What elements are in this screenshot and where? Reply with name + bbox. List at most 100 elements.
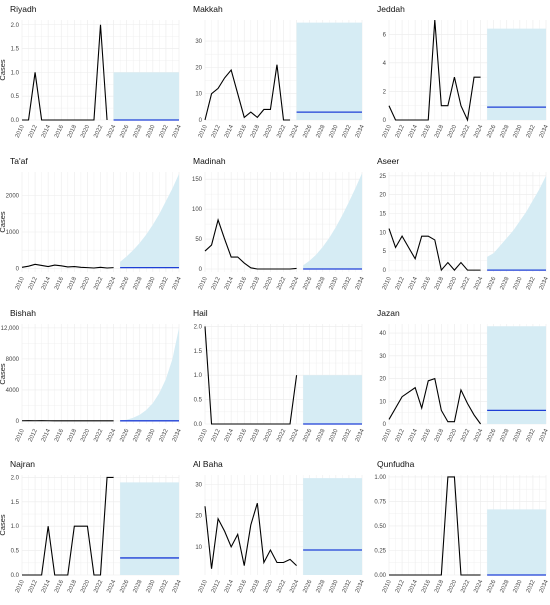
panel-title: Qunfudha — [377, 459, 415, 469]
forecast-interval-band — [120, 482, 179, 575]
y-tick-label: 15 — [379, 212, 386, 218]
x-tick-label: 2014 — [224, 276, 235, 291]
x-tick-label: 2014 — [224, 579, 235, 594]
x-tick-label: 2030 — [513, 579, 524, 594]
x-tick-label: 2024 — [106, 276, 117, 291]
x-tick-label: 2014 — [408, 124, 419, 139]
observed-cases-line — [388, 228, 481, 272]
x-tick-label: 2016 — [421, 428, 432, 443]
x-tick-label: 2032 — [526, 276, 537, 291]
x-tick-label: 2020 — [263, 428, 274, 443]
x-tick-label: 2012 — [211, 276, 222, 291]
y-tick-label: 0.0 — [11, 573, 20, 579]
observed-cases-line — [204, 326, 298, 425]
panel-qunfudha: Qunfudha 0.00 0.25 0.50 0.75 1.00 2010 2012 2014… — [374, 459, 550, 594]
y-tick-label: 2 — [383, 89, 387, 95]
x-tick-label: 2024 — [289, 276, 300, 291]
y-tick-label: 0.50 — [374, 524, 386, 530]
observed-cases-line — [22, 24, 108, 121]
x-tick-label: 2012 — [28, 428, 39, 443]
observed-cases-line — [204, 217, 297, 270]
x-tick-label: 2014 — [408, 428, 419, 443]
observed-cases-line — [389, 476, 481, 576]
y-tick-label: 0.25 — [374, 548, 386, 554]
x-tick-label: 2022 — [460, 579, 471, 594]
forecast-interval-band — [120, 173, 179, 269]
x-tick-label: 2028 — [499, 579, 510, 594]
x-tick-label: 2012 — [395, 276, 406, 291]
x-tick-label: 2030 — [329, 124, 340, 139]
x-tick-label: 2018 — [250, 124, 261, 139]
y-tick-label: 4 — [383, 61, 387, 67]
x-tick-label: 2010 — [382, 428, 393, 443]
panel-title: Bishah — [10, 308, 36, 318]
x-tick-label: 2026 — [302, 579, 313, 594]
x-tick-label: 2030 — [329, 579, 340, 594]
x-tick-label: 2022 — [460, 124, 471, 139]
x-tick-label: 2012 — [395, 579, 406, 594]
x-tick-label: 2012 — [28, 276, 39, 291]
y-axis-title: Cases — [0, 514, 7, 536]
x-tick-label: 2010 — [15, 428, 26, 443]
x-tick-label: 2020 — [447, 124, 458, 139]
x-tick-label: 2020 — [80, 428, 91, 443]
x-tick-label: 2034 — [172, 124, 183, 139]
x-tick-label: 2028 — [315, 428, 326, 443]
y-tick-label: 1.0 — [11, 524, 20, 530]
x-tick-label: 2014 — [41, 579, 52, 594]
x-tick-label: 2018 — [434, 276, 445, 291]
x-tick-label: 2030 — [146, 124, 157, 139]
x-tick-label: 2028 — [132, 428, 143, 443]
y-tick-label: 2.0 — [11, 23, 20, 29]
x-tick-label: 2032 — [526, 124, 537, 139]
observed-cases-line — [388, 377, 482, 425]
y-tick-label: 0 — [383, 422, 387, 428]
x-tick-label: 2022 — [93, 124, 104, 139]
y-tick-label: 10 — [379, 399, 386, 405]
x-tick-label: 2020 — [80, 276, 91, 291]
forecast-interval-band — [487, 28, 546, 121]
y-tick-label: 40 — [379, 331, 386, 337]
x-tick-label: 2012 — [211, 124, 222, 139]
y-tick-label: 8000 — [6, 357, 20, 363]
x-tick-label: 2020 — [80, 124, 91, 139]
x-tick-label: 2034 — [355, 579, 366, 594]
x-tick-label: 2026 — [486, 276, 497, 291]
x-tick-label: 2032 — [342, 276, 353, 291]
x-tick-label: 2026 — [486, 579, 497, 594]
x-tick-label: 2010 — [382, 579, 393, 594]
y-tick-label: 30 — [195, 482, 202, 488]
x-tick-label: 2030 — [146, 579, 157, 594]
y-tick-label: 0.75 — [374, 499, 386, 505]
x-tick-label: 2026 — [486, 428, 497, 443]
panel-title: Aseer — [377, 156, 399, 166]
y-axis-title: Cases — [0, 363, 7, 385]
x-tick-label: 2024 — [473, 428, 484, 443]
y-tick-label: 150 — [192, 177, 203, 183]
y-tick-label: 0.00 — [374, 573, 386, 579]
y-tick-label: 20 — [195, 65, 202, 71]
y-tick-label: 30 — [195, 39, 202, 45]
y-axis-title: Cases — [0, 59, 7, 81]
x-tick-label: 2022 — [93, 428, 104, 443]
y-tick-label: 0 — [199, 118, 203, 124]
x-tick-label: 2024 — [289, 428, 300, 443]
x-tick-label: 2014 — [41, 428, 52, 443]
forecast-interval-band — [303, 173, 362, 270]
x-tick-label: 2018 — [434, 428, 445, 443]
x-tick-label: 2032 — [342, 428, 353, 443]
x-tick-label: 2018 — [434, 124, 445, 139]
x-tick-label: 2030 — [146, 428, 157, 443]
y-tick-label: 5 — [383, 249, 387, 255]
x-tick-label: 2034 — [539, 428, 550, 443]
forecast-interval-band — [487, 326, 546, 424]
x-tick-label: 2030 — [329, 276, 340, 291]
y-tick-label: 1.00 — [374, 475, 386, 481]
y-tick-label: 0.5 — [11, 94, 20, 100]
